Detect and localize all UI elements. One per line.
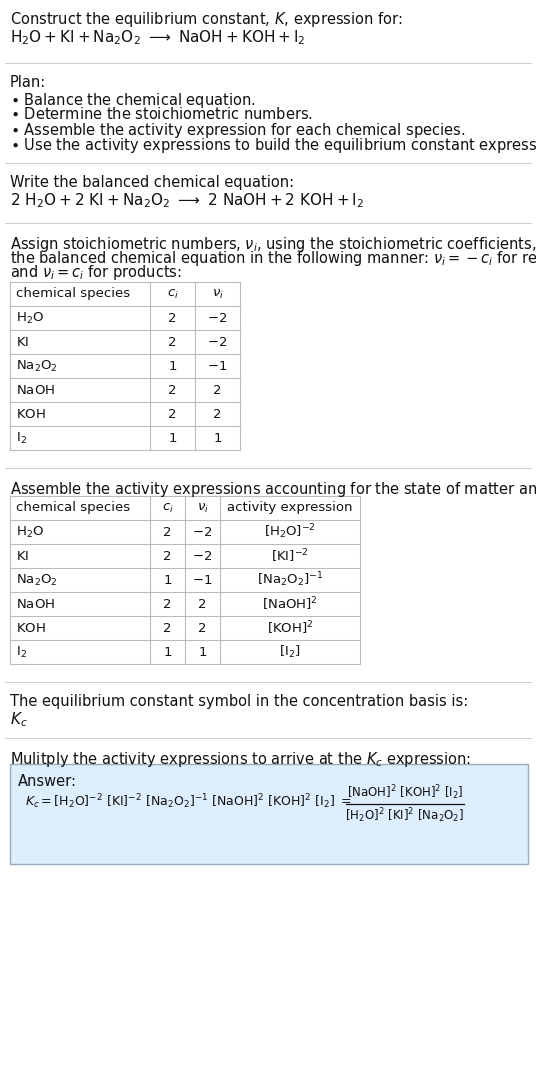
- Text: Assemble the activity expressions accounting for the state of matter and $\nu_i$: Assemble the activity expressions accoun…: [10, 480, 536, 499]
- Text: $\mathrm{2\ H_2O + 2\ KI + Na_2O_2 \ \longrightarrow \ 2\ NaOH + 2\ KOH + I_2}$: $\mathrm{2\ H_2O + 2\ KI + Na_2O_2 \ \lo…: [10, 191, 364, 210]
- Text: $[\mathrm{KI}]^{-2}$: $[\mathrm{KI}]^{-2}$: [271, 547, 309, 564]
- Text: Plan:: Plan:: [10, 75, 46, 90]
- Bar: [10, 282, 240, 450]
- Text: Answer:: Answer:: [18, 774, 77, 789]
- Text: 2: 2: [163, 526, 172, 538]
- Text: chemical species: chemical species: [16, 502, 130, 515]
- Text: $\bullet$ Balance the chemical equation.: $\bullet$ Balance the chemical equation.: [10, 90, 256, 110]
- Text: $K_c = [\mathrm{H_2O}]^{-2}\ [\mathrm{KI}]^{-2}\ [\mathrm{Na_2O_2}]^{-1}\ [\math: $K_c = [\mathrm{H_2O}]^{-2}\ [\mathrm{KI…: [25, 792, 352, 811]
- Text: $\mathrm{NaOH}$: $\mathrm{NaOH}$: [16, 383, 55, 396]
- Text: 1: 1: [213, 432, 222, 445]
- Text: $-2$: $-2$: [207, 336, 228, 349]
- Text: $\mathrm{H_2O}$: $\mathrm{H_2O}$: [16, 524, 44, 540]
- Text: $-2$: $-2$: [192, 526, 213, 538]
- Text: the balanced chemical equation in the following manner: $\nu_i = -c_i$ for react: the balanced chemical equation in the fo…: [10, 249, 536, 268]
- Text: $[\mathrm{NaOH}]^2$: $[\mathrm{NaOH}]^2$: [262, 596, 318, 613]
- Text: $\mathrm{KI}$: $\mathrm{KI}$: [16, 549, 29, 562]
- Text: $K_c$: $K_c$: [10, 710, 28, 729]
- Text: $c_i$: $c_i$: [167, 288, 178, 300]
- Text: 2: 2: [198, 621, 207, 634]
- Text: $[\mathrm{H_2O}]^{-2}$: $[\mathrm{H_2O}]^{-2}$: [264, 522, 316, 542]
- Text: 2: 2: [168, 336, 177, 349]
- Text: $\mathrm{KOH}$: $\mathrm{KOH}$: [16, 621, 46, 634]
- Text: The equilibrium constant symbol in the concentration basis is:: The equilibrium constant symbol in the c…: [10, 694, 468, 709]
- Text: $\mathrm{H_2O}$: $\mathrm{H_2O}$: [16, 310, 44, 325]
- Text: 1: 1: [163, 645, 172, 658]
- Text: 1: 1: [163, 573, 172, 587]
- Text: $-2$: $-2$: [192, 549, 213, 562]
- Text: 1: 1: [168, 360, 177, 373]
- Text: 2: 2: [213, 383, 222, 396]
- Text: 2: 2: [163, 549, 172, 562]
- Text: 2: 2: [168, 383, 177, 396]
- Text: 2: 2: [163, 598, 172, 611]
- Text: $\mathrm{KI}$: $\mathrm{KI}$: [16, 336, 29, 349]
- Text: $\mathrm{H_2O + KI + Na_2O_2 \ \longrightarrow \ NaOH + KOH + I_2}$: $\mathrm{H_2O + KI + Na_2O_2 \ \longrigh…: [10, 28, 306, 46]
- Bar: [10, 496, 360, 665]
- Text: $\mathrm{Na_2O_2}$: $\mathrm{Na_2O_2}$: [16, 573, 58, 588]
- Text: $[\mathrm{I_2}]$: $[\mathrm{I_2}]$: [279, 644, 301, 660]
- Text: Write the balanced chemical equation:: Write the balanced chemical equation:: [10, 174, 294, 190]
- Text: $-1$: $-1$: [207, 360, 228, 373]
- Text: $c_i$: $c_i$: [161, 502, 174, 515]
- Text: $\nu_i$: $\nu_i$: [197, 502, 209, 515]
- Text: 2: 2: [198, 598, 207, 611]
- Text: $\mathrm{NaOH}$: $\mathrm{NaOH}$: [16, 598, 55, 611]
- Text: $\bullet$ Determine the stoichiometric numbers.: $\bullet$ Determine the stoichiometric n…: [10, 106, 313, 122]
- Text: Construct the equilibrium constant, $K$, expression for:: Construct the equilibrium constant, $K$,…: [10, 10, 403, 29]
- Text: 2: 2: [168, 311, 177, 324]
- Text: and $\nu_i = c_i$ for products:: and $\nu_i = c_i$ for products:: [10, 263, 182, 282]
- Text: activity expression: activity expression: [227, 502, 353, 515]
- Bar: [10, 764, 528, 864]
- Text: 2: 2: [163, 621, 172, 634]
- Text: 1: 1: [198, 645, 207, 658]
- Text: $[\mathrm{NaOH}]^2\ [\mathrm{KOH}]^2\ [\mathrm{I_2}]$: $[\mathrm{NaOH}]^2\ [\mathrm{KOH}]^2\ [\…: [347, 783, 463, 802]
- Text: 2: 2: [168, 407, 177, 420]
- Text: $\bullet$ Assemble the activity expression for each chemical species.: $\bullet$ Assemble the activity expressi…: [10, 121, 465, 140]
- Text: Mulitply the activity expressions to arrive at the $K_c$ expression:: Mulitply the activity expressions to arr…: [10, 750, 471, 769]
- Text: 1: 1: [168, 432, 177, 445]
- Text: Assign stoichiometric numbers, $\nu_i$, using the stoichiometric coefficients, $: Assign stoichiometric numbers, $\nu_i$, …: [10, 235, 536, 254]
- Text: 2: 2: [213, 407, 222, 420]
- Text: $[\mathrm{Na_2O_2}]^{-1}$: $[\mathrm{Na_2O_2}]^{-1}$: [257, 571, 323, 589]
- Text: $[\mathrm{KOH}]^2$: $[\mathrm{KOH}]^2$: [267, 619, 313, 637]
- Text: chemical species: chemical species: [16, 288, 130, 300]
- Text: $\mathrm{KOH}$: $\mathrm{KOH}$: [16, 407, 46, 420]
- Text: $-2$: $-2$: [207, 311, 228, 324]
- Text: $[\mathrm{H_2O}]^2\ [\mathrm{KI}]^2\ [\mathrm{Na_2O_2}]$: $[\mathrm{H_2O}]^2\ [\mathrm{KI}]^2\ [\m…: [345, 806, 465, 825]
- Text: $\bullet$ Use the activity expressions to build the equilibrium constant express: $\bullet$ Use the activity expressions t…: [10, 136, 536, 155]
- Text: $\mathrm{Na_2O_2}$: $\mathrm{Na_2O_2}$: [16, 359, 58, 374]
- Text: $-1$: $-1$: [192, 573, 213, 587]
- Text: $\mathrm{I_2}$: $\mathrm{I_2}$: [16, 431, 27, 446]
- Text: $\mathrm{I_2}$: $\mathrm{I_2}$: [16, 644, 27, 659]
- Text: $\nu_i$: $\nu_i$: [212, 288, 224, 300]
